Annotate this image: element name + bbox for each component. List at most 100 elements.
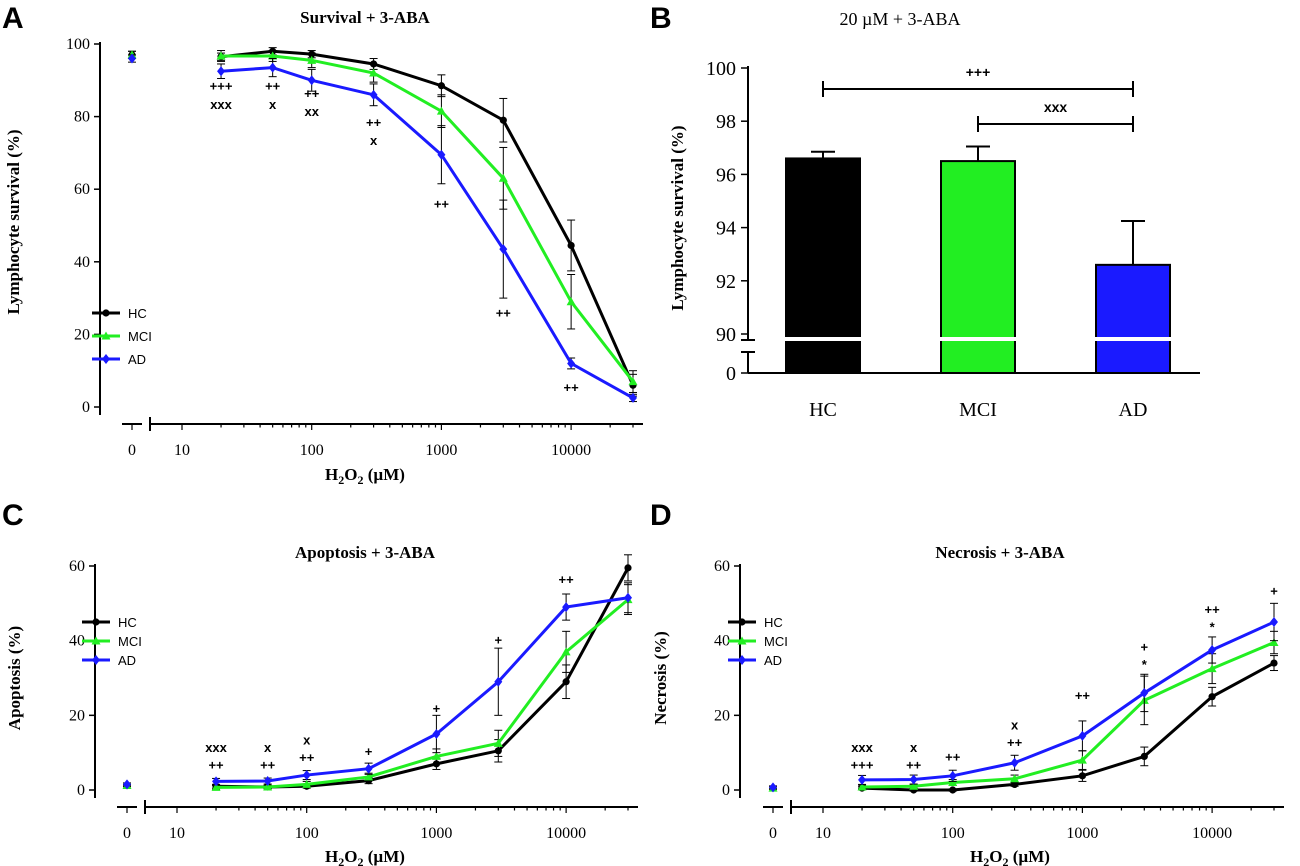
x-axis-label: H2O2 (µM) [325,847,405,866]
series-hc [123,554,632,791]
data-point [1140,752,1148,761]
series-line [861,661,1275,792]
bar-break-gap [1095,337,1171,341]
y-tick-label: 98 [716,111,736,133]
legend: HC MCI AD [82,615,142,668]
data-point [268,51,278,60]
data-point [1270,659,1278,667]
x-tick-label: 0 [769,825,777,842]
data-point [1208,693,1216,701]
data-point [212,776,221,787]
data-point [123,779,131,790]
data-point [364,772,374,781]
significance-mark: x [269,97,277,112]
data-point [1269,638,1279,647]
data-point [1010,774,1020,783]
data-point [1140,687,1149,698]
y-tick-label: 96 [716,164,736,186]
x-tick-label: 10 [169,825,185,842]
significance-mark: xxx [210,97,232,112]
y-tick-label: 40 [74,254,90,271]
x-tick-label: 1000 [425,442,457,459]
significance-mark: ++ [304,86,320,101]
y-tick-label: 20 [714,707,730,724]
x-tick-label: MCI [959,399,997,421]
legend-marker [102,309,110,317]
x-tick-label: 0 [123,825,131,842]
y-tick-label: 0 [726,363,736,385]
legend-marker [92,618,100,626]
series-line [216,596,629,783]
y-tick-label: 0 [77,782,85,799]
legend-marker [737,636,747,645]
data-point [432,729,441,739]
legend-marker [738,655,746,665]
x-tick-label: 10000 [1192,825,1232,842]
legend-label: AD [118,653,136,668]
y-tick-label: 40 [69,633,85,650]
y-axis-label: Apoptosis (%) [5,626,24,730]
data-point [302,770,311,781]
significance-mark: ++ [1205,602,1221,617]
y-axis-label: Lymphocyte survival (%) [4,129,23,314]
series-line [221,54,635,383]
data-point [1208,645,1217,655]
significance-mark: xxx [1044,99,1068,115]
significance-mark: xxx [851,740,873,755]
data-point [561,647,571,656]
data-point [437,82,446,90]
panel-letter: D [650,499,672,532]
significance-mark: ++ [945,749,961,764]
significance-mark: ++ [564,380,580,395]
data-point [268,62,277,73]
legend-label: MCI [118,634,142,649]
data-point [1078,772,1087,780]
y-axis-label: Necrosis (%) [651,631,670,725]
data-point [909,781,919,790]
legend-marker [92,655,100,665]
significance-mark: +++ [210,79,233,94]
significance-mark: ++ [496,306,512,321]
significance-mark: * [1210,619,1216,634]
significance-mark: +++ [851,758,874,773]
series-mci [122,584,633,791]
data-point [562,602,571,613]
legend-marker [738,618,746,626]
data-point [562,678,570,686]
legend-label: MCI [764,634,788,649]
legend-label: MCI [128,329,152,344]
data-point [369,68,379,77]
data-point [498,173,508,182]
chart-title: Survival + 3-ABA [300,8,430,27]
series-line [862,620,1275,782]
series-line [220,49,635,386]
data-point [624,592,632,603]
bar-break-gap [785,337,861,341]
data-point [211,782,221,791]
significance-mark: ++ [1075,688,1091,703]
x-tick-label: 1000 [1066,825,1098,842]
significance-mark: x [370,133,378,148]
bar-mci [940,160,1016,374]
data-point [1270,617,1278,627]
y-tick-label: 0 [82,399,90,416]
x-tick-label: AD [1119,399,1148,421]
panel-c: C Apoptosis + 3-ABA 0 20 40 60 Apoptosis (%) 0 1… [2,499,638,866]
data-point [369,89,378,100]
y-tick-label: 100 [706,58,736,80]
bar-ad [1095,263,1171,374]
y-tick-label: 100 [66,36,90,53]
series-line [220,66,634,400]
x-tick-label: 10 [815,825,831,842]
panel-d: D Necrosis + 3-ABA 0 20 40 60 Necrosis (%) 0 10 1… [650,499,1284,866]
y-tick-label: 40 [714,633,730,650]
significance-mark: ++ [559,572,575,587]
data-point [307,55,317,64]
series-ad [769,602,1278,793]
significance-mark: + [1140,639,1148,654]
legend-marker [101,331,111,340]
chart-title: Necrosis + 3-ABA [935,543,1065,562]
series-ad [123,582,632,790]
x-axis-label: H2O2 (µM) [325,465,405,487]
